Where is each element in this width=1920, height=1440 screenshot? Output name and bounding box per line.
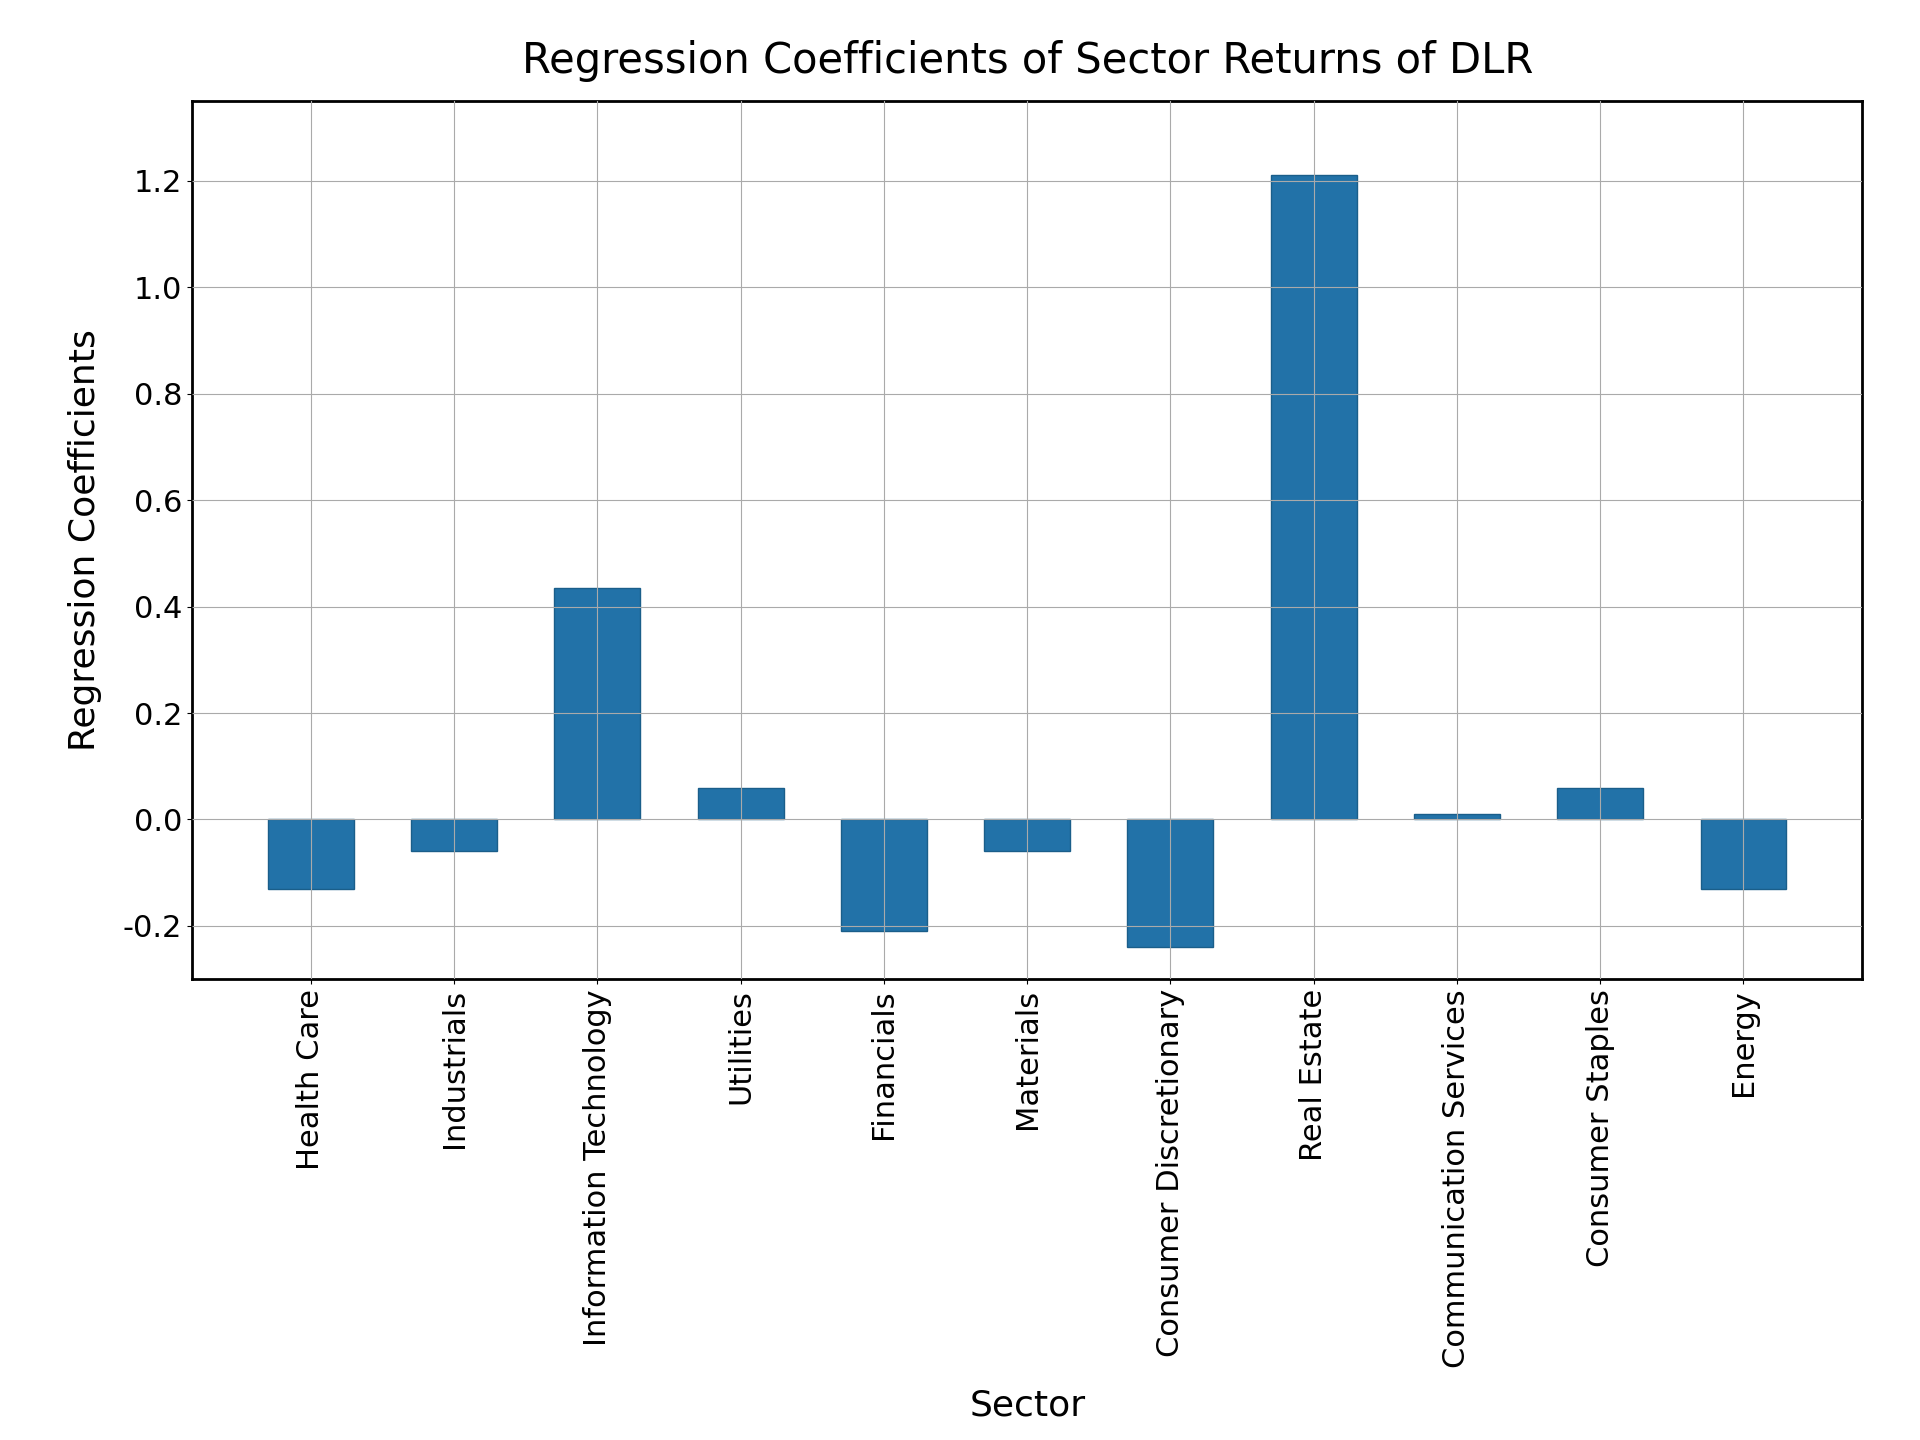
Bar <box>411 819 497 851</box>
Bar <box>1701 819 1786 888</box>
Bar <box>841 819 927 932</box>
Bar <box>1127 819 1213 948</box>
Y-axis label: Regression Coefficients: Regression Coefficients <box>67 330 102 750</box>
X-axis label: Sector: Sector <box>970 1388 1085 1423</box>
Title: Regression Coefficients of Sector Returns of DLR: Regression Coefficients of Sector Return… <box>522 40 1532 82</box>
Bar <box>555 588 641 819</box>
Bar <box>1413 814 1500 819</box>
Bar <box>1271 176 1357 819</box>
Bar <box>1557 788 1644 819</box>
Bar <box>985 819 1069 851</box>
Bar <box>269 819 353 888</box>
Bar <box>697 788 783 819</box>
